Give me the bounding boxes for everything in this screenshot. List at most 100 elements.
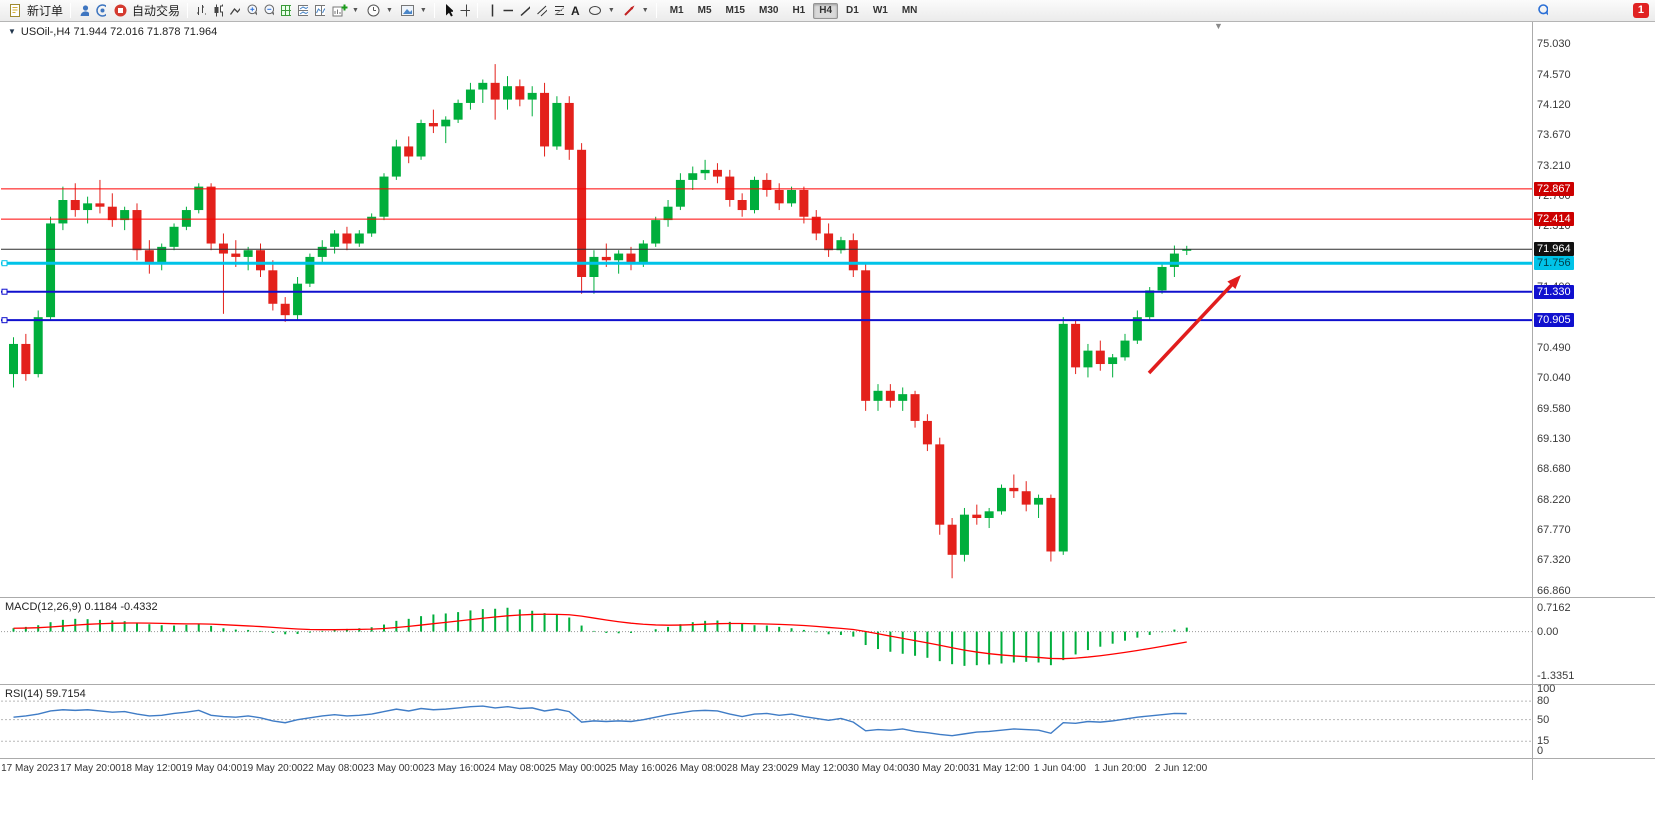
price-tick-label: 73.210 xyxy=(1537,159,1571,172)
arrows-button[interactable]: ▼ xyxy=(618,1,652,20)
chevron-down-icon: ▼ xyxy=(641,7,649,14)
symbol-menu-icon[interactable]: ▼ xyxy=(8,27,16,36)
timeframe-button-h1[interactable]: H1 xyxy=(792,4,806,16)
candle xyxy=(675,173,685,211)
macd-indicator-pane[interactable] xyxy=(1,598,1532,684)
main-chart-pane[interactable] xyxy=(1,23,1532,597)
shapes-button[interactable]: ▼ xyxy=(584,1,618,20)
candle xyxy=(984,507,994,529)
community-icon[interactable] xyxy=(92,2,109,19)
candle xyxy=(441,116,451,144)
toolbar-separator xyxy=(187,3,189,18)
macd-scale-label: -1.3351 xyxy=(1537,670,1575,683)
line-chart-icon[interactable] xyxy=(226,2,243,19)
candle xyxy=(750,176,759,214)
horizontal-line-icon[interactable] xyxy=(499,2,516,19)
pane-separator[interactable] xyxy=(0,597,1655,598)
cursor-icon[interactable] xyxy=(439,2,456,19)
price-badge-71.330: 71.330 xyxy=(1534,284,1574,299)
vertical-line-icon[interactable] xyxy=(482,2,499,19)
time-axis-label: 19 May 20:00 xyxy=(242,763,303,774)
candle xyxy=(157,243,167,271)
toolbar-separator xyxy=(655,3,657,18)
search-icon[interactable] xyxy=(1534,2,1551,19)
price-tick-label: 74.570 xyxy=(1537,68,1571,81)
crosshair-icon[interactable] xyxy=(456,2,473,19)
candlestick-chart-icon[interactable] xyxy=(209,2,226,19)
time-axis-label: 24 May 08:00 xyxy=(484,763,545,774)
line-handle[interactable] xyxy=(1,317,8,324)
rsi-scale-label: 100 xyxy=(1537,682,1556,695)
new-order-label: 新订单 xyxy=(27,4,64,18)
timeframe-button-m30[interactable]: M30 xyxy=(758,4,779,16)
candle xyxy=(206,183,216,251)
candle xyxy=(218,233,228,314)
channel-icon[interactable] xyxy=(533,2,550,19)
candle xyxy=(1034,494,1044,519)
trendline-icon[interactable] xyxy=(516,2,533,19)
time-axis-label: 17 May 20:00 xyxy=(60,763,121,774)
candle xyxy=(354,230,364,247)
profile-icon[interactable] xyxy=(75,2,92,19)
price-tick-label: 67.770 xyxy=(1537,524,1571,537)
grid-icon[interactable] xyxy=(277,2,294,19)
price-tick-label: 73.670 xyxy=(1537,129,1571,142)
candle xyxy=(453,99,463,124)
candle xyxy=(922,414,932,452)
new-order-button[interactable]: 新订单 xyxy=(4,1,66,20)
price-badge-71.756: 71.756 xyxy=(1534,256,1574,271)
time-axis-label: 2 Jun 12:00 xyxy=(1154,763,1208,774)
timeframe-button-m1[interactable]: M1 xyxy=(669,4,684,16)
timeframe-button-m5[interactable]: M5 xyxy=(697,4,712,16)
tile-horizontal-icon[interactable] xyxy=(294,2,311,19)
candle xyxy=(490,64,500,120)
rsi-indicator-pane[interactable] xyxy=(1,685,1532,758)
candle xyxy=(799,186,809,224)
new-chart-button[interactable]: ▼ xyxy=(328,1,362,20)
timeframe-button-d1[interactable]: D1 xyxy=(846,4,859,16)
price-tick-label: 66.860 xyxy=(1537,584,1571,597)
timeframe-button-w1[interactable]: W1 xyxy=(872,4,888,16)
timeframe-button-mn[interactable]: MN xyxy=(901,4,918,16)
candle xyxy=(70,183,80,217)
timeframe-button-m15[interactable]: M15 xyxy=(725,4,745,16)
candle xyxy=(1108,353,1118,378)
time-axis-label: 23 May 16:00 xyxy=(423,763,485,774)
toolbar: 新订单 自动交易 xyxy=(0,0,1655,22)
periods-button[interactable]: ▼ xyxy=(362,1,396,20)
bar-chart-icon[interactable] xyxy=(192,2,209,19)
autotrading-button[interactable]: 自动交易 xyxy=(109,1,183,20)
candle xyxy=(391,139,401,180)
time-axis-label: 17 May 2023 xyxy=(1,763,59,774)
candle xyxy=(564,96,574,160)
candle xyxy=(1083,343,1093,378)
candle xyxy=(465,82,475,110)
price-tick-label: 68.680 xyxy=(1537,463,1571,476)
line-handle[interactable] xyxy=(1,288,8,295)
candle xyxy=(169,223,179,251)
candle xyxy=(898,387,908,411)
notification-badge[interactable]: 1 xyxy=(1632,3,1649,18)
candle xyxy=(1095,340,1105,371)
time-axis-label: 1 Jun 04:00 xyxy=(1033,763,1086,774)
candle xyxy=(540,82,550,157)
new-chart-icon xyxy=(331,2,348,19)
timeframe-button-h4[interactable]: H4 xyxy=(813,2,839,19)
trend-arrow[interactable] xyxy=(1147,279,1238,375)
chart-shift-marker[interactable]: ▼ xyxy=(1214,21,1223,31)
templates-button[interactable]: ▼ xyxy=(396,1,430,20)
pane-separator[interactable] xyxy=(0,684,1655,685)
candle xyxy=(972,504,982,525)
toolbar-separator xyxy=(433,3,435,18)
zoom-out-icon[interactable] xyxy=(260,2,277,19)
tile-vertical-icon[interactable] xyxy=(311,2,328,19)
candle xyxy=(959,507,969,562)
text-tool-icon[interactable]: A xyxy=(571,3,580,18)
candle xyxy=(1071,320,1081,375)
rsi-scale-label: 50 xyxy=(1537,713,1550,726)
zoom-in-icon[interactable] xyxy=(243,2,260,19)
fibonacci-icon[interactable] xyxy=(550,2,567,19)
line-handle[interactable] xyxy=(1,260,8,267)
candle xyxy=(1009,474,1019,498)
time-axis-label: 25 May 00:00 xyxy=(544,763,606,774)
